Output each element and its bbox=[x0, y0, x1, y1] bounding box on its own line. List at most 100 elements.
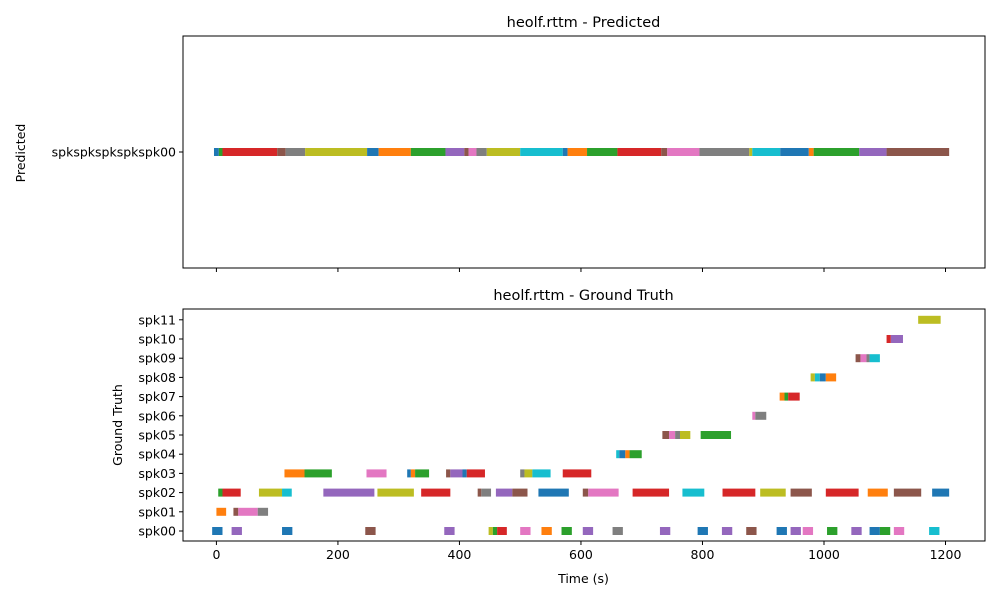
segment-spkspkspkspkspk00-10 bbox=[464, 148, 469, 156]
predicted-axes-frame bbox=[182, 35, 986, 269]
segment-spk03-65 bbox=[532, 469, 551, 478]
ground-truth-panel: heolf.rttm - Ground Truth Ground Truth T… bbox=[110, 288, 986, 586]
segment-spk02-50 bbox=[867, 488, 888, 497]
segment-spk00-0 bbox=[212, 527, 223, 535]
y-tick-label: spk10 bbox=[138, 332, 176, 347]
segment-spk09-88 bbox=[869, 354, 880, 363]
segment-spkspkspkspkspk00-24 bbox=[780, 148, 809, 156]
segment-spk05-73 bbox=[675, 431, 680, 439]
segment-spkspkspkspkspk00-14 bbox=[520, 148, 563, 156]
segment-spkspkspkspkspk00-4 bbox=[285, 148, 306, 156]
segment-spkspkspkspkspk00-27 bbox=[859, 148, 887, 156]
segment-spk02-30 bbox=[218, 488, 223, 497]
segment-spk01-29 bbox=[257, 507, 269, 516]
segment-spk00-4 bbox=[444, 527, 455, 535]
segment-spk00-14 bbox=[697, 527, 708, 535]
segment-spkspkspkspkspk00-9 bbox=[445, 148, 465, 156]
segment-spk00-9 bbox=[541, 527, 552, 535]
y-tick-label: spk07 bbox=[138, 389, 176, 404]
segment-spk01-27 bbox=[233, 507, 239, 516]
segment-spk04-70 bbox=[629, 450, 642, 459]
segment-spk02-44 bbox=[632, 488, 670, 497]
segment-spk00-8 bbox=[520, 527, 531, 535]
segment-spk02-37 bbox=[477, 488, 482, 497]
predicted-y-axis-label: Predicted bbox=[13, 124, 28, 183]
segment-spk03-58 bbox=[415, 469, 430, 478]
segment-spk00-6 bbox=[492, 527, 498, 535]
segment-spk01-26 bbox=[216, 507, 227, 516]
segment-spkspkspkspkspk00-28 bbox=[886, 148, 950, 156]
ground-truth-y-axis-label: Ground Truth bbox=[110, 384, 125, 466]
segment-spkspkspkspkspk00-22 bbox=[749, 148, 753, 156]
segment-spk00-23 bbox=[879, 527, 891, 535]
segment-spk00-1 bbox=[231, 527, 242, 535]
segment-spk00-5 bbox=[488, 527, 493, 535]
x-tick-label: 200 bbox=[326, 547, 350, 562]
ground-truth-axes-frame bbox=[182, 308, 986, 542]
y-tick-label: spk11 bbox=[138, 312, 176, 327]
predicted-title: heolf.rttm - Predicted bbox=[507, 15, 661, 31]
x-tick-label: 800 bbox=[691, 547, 715, 562]
segment-spkspkspkspkspk00-21 bbox=[699, 148, 750, 156]
segment-spkspkspkspkspk00-18 bbox=[617, 148, 662, 156]
ground-truth-title: heolf.rttm - Ground Truth bbox=[493, 288, 673, 304]
segment-spk03-54 bbox=[304, 469, 332, 478]
segment-spkspkspkspkspk00-17 bbox=[587, 148, 618, 156]
segment-spk08-84 bbox=[825, 373, 837, 382]
segment-spk02-34 bbox=[323, 488, 375, 497]
predicted-panel: heolf.rttm - Predicted Predicted spkspks… bbox=[13, 15, 986, 272]
y-tick-label: spk04 bbox=[138, 447, 176, 462]
segment-spk02-41 bbox=[538, 488, 569, 497]
predicted-segments bbox=[213, 148, 950, 156]
segment-spk02-33 bbox=[282, 488, 292, 497]
segment-spk00-16 bbox=[746, 527, 757, 535]
segment-spk02-47 bbox=[760, 488, 786, 497]
segment-spkspkspkspkspk00-25 bbox=[808, 148, 814, 156]
y-tick-label: spk01 bbox=[138, 504, 176, 519]
segment-spk02-39 bbox=[495, 488, 513, 497]
segment-spk02-38 bbox=[481, 488, 492, 497]
segment-spk07-78 bbox=[779, 392, 785, 401]
segment-spkspkspkspkspk00-5 bbox=[305, 148, 368, 156]
segment-spk05-71 bbox=[662, 431, 670, 439]
segment-spk00-11 bbox=[582, 527, 594, 535]
segment-spk02-52 bbox=[932, 488, 950, 497]
segment-spk08-83 bbox=[819, 373, 826, 382]
segment-spk02-48 bbox=[790, 488, 812, 497]
x-tick-label: 400 bbox=[448, 547, 472, 562]
x-tick-label: 1200 bbox=[930, 547, 962, 562]
segment-spk07-80 bbox=[788, 392, 800, 401]
segment-spk02-31 bbox=[222, 488, 241, 497]
x-tick-label: 1000 bbox=[808, 547, 840, 562]
segment-spkspkspkspkspk00-1 bbox=[218, 148, 223, 156]
segment-spk00-12 bbox=[612, 527, 623, 535]
segment-spk05-74 bbox=[679, 431, 691, 439]
segment-spk09-86 bbox=[860, 354, 867, 363]
ground-truth-x-ticks: 0 200 400 600 800 1000 1200 bbox=[212, 541, 961, 562]
segment-spkspkspkspkspk00-8 bbox=[410, 148, 446, 156]
segment-spk03-60 bbox=[450, 469, 463, 478]
segment-spk02-49 bbox=[825, 488, 859, 497]
segment-spk07-79 bbox=[784, 392, 789, 401]
segment-spkspkspkspkspk00-23 bbox=[752, 148, 781, 156]
segment-spk03-59 bbox=[446, 469, 451, 478]
y-tick-label: spk00 bbox=[138, 524, 176, 539]
segment-spk02-46 bbox=[722, 488, 756, 497]
segment-spkspkspkspkspk00-0 bbox=[213, 148, 219, 156]
segment-spk00-15 bbox=[721, 527, 733, 535]
segment-spk02-32 bbox=[258, 488, 283, 497]
segment-spk00-21 bbox=[851, 527, 862, 535]
segment-spk00-18 bbox=[790, 527, 801, 535]
segment-spk03-53 bbox=[284, 469, 305, 478]
segment-spk00-24 bbox=[893, 527, 905, 535]
segment-spk00-13 bbox=[659, 527, 671, 535]
segment-spk02-35 bbox=[377, 488, 414, 497]
segment-spkspkspkspkspk00-7 bbox=[378, 148, 411, 156]
segment-spk00-19 bbox=[802, 527, 814, 535]
segment-spk02-43 bbox=[588, 488, 619, 497]
y-tick-label: spk05 bbox=[138, 428, 176, 443]
segment-spk06-76 bbox=[752, 411, 756, 420]
y-tick-label: spk02 bbox=[138, 485, 176, 500]
segment-spk10-90 bbox=[890, 335, 903, 343]
